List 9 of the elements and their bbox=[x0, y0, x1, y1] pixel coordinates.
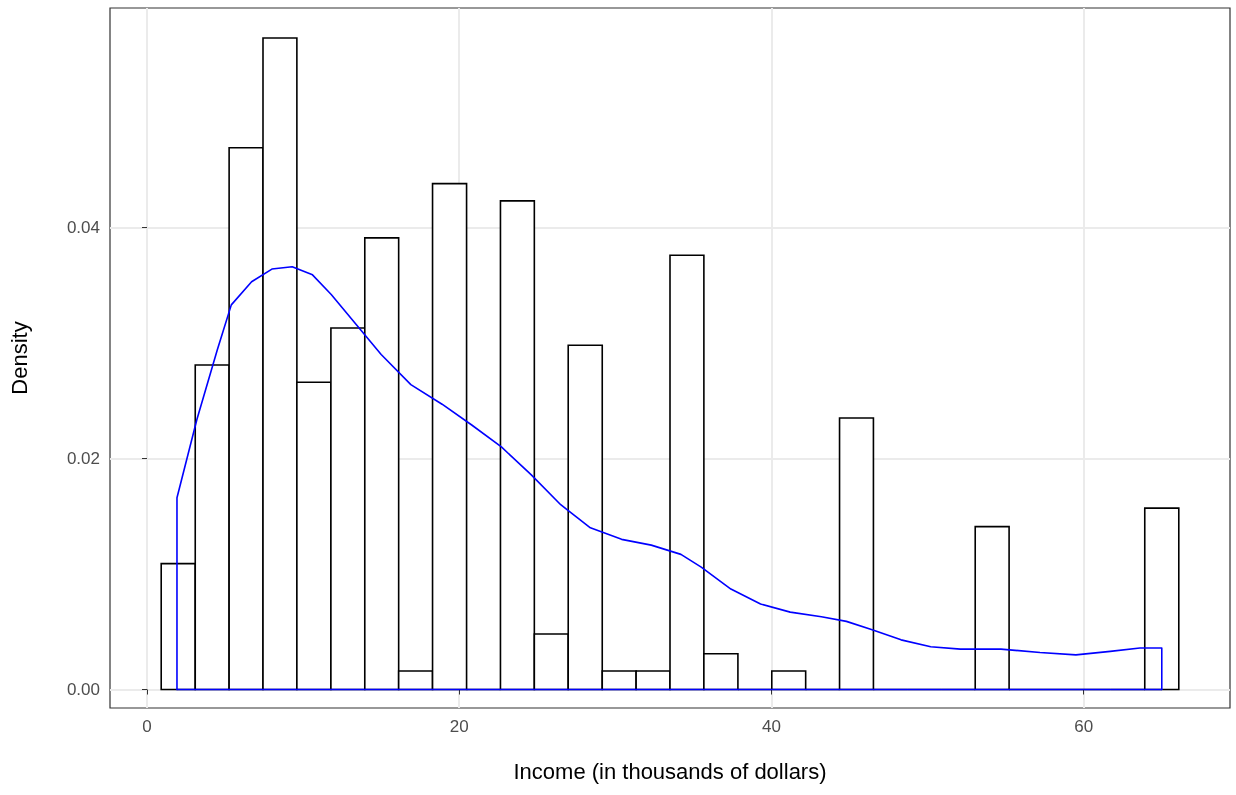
x-tick-label: 0 bbox=[142, 717, 152, 736]
y-tick-label: 0.02 bbox=[66, 448, 100, 468]
y-tick-label: 0.04 bbox=[66, 217, 100, 237]
x-tick-label: 20 bbox=[449, 717, 469, 736]
y-tick-label: 0.00 bbox=[66, 680, 100, 700]
x-tick-label: 60 bbox=[1074, 717, 1094, 736]
y-axis-title: Density bbox=[6, 321, 32, 395]
x-tick-label: 40 bbox=[762, 717, 781, 736]
x-axis-title: Income (in thousands of dollars) bbox=[513, 758, 827, 784]
